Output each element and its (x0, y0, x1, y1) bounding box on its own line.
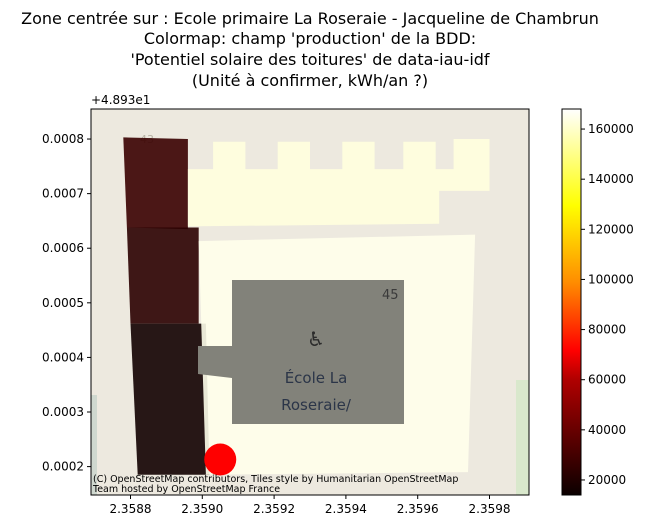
colorbar-tick-label: 60000 (588, 373, 626, 387)
y-offset-label: +4.893e1 (91, 93, 150, 107)
school-icon: ♿ (307, 327, 325, 351)
x-tick-label: 2.3596 (397, 502, 439, 516)
colorbar-tick-label: 140000 (588, 172, 634, 186)
colorbar-tick-label: 20000 (588, 473, 626, 487)
house-number-45: 45 (382, 288, 399, 303)
x-tick-label: 2.3592 (253, 502, 295, 516)
building-mid-left (126, 227, 199, 324)
y-tick-label: 0.0003 (42, 405, 84, 419)
basemap-park (516, 380, 529, 495)
chart-title-line-2: Colormap: champ 'production' de la BDD: (143, 29, 477, 48)
colorbar-tick-label: 80000 (588, 323, 626, 337)
y-axis: 0.0002 0.0003 0.0004 0.0005 0.0006 0.0007 0.00… (42, 132, 91, 474)
y-tick-label: 0.0006 (42, 241, 84, 255)
colorbar-tick-label: 100000 (588, 272, 634, 286)
y-tick-label: 0.0004 (42, 350, 84, 364)
marker-layer (204, 443, 237, 476)
attribution-line-2: Team hosted by OpenStreetMap France (92, 484, 280, 495)
colorbar-tick-label: 160000 (588, 122, 634, 136)
building-top-left (123, 137, 188, 230)
building-school-crenellated (187, 139, 490, 227)
x-tick-label: 2.3590 (181, 502, 223, 516)
attribution-line-1: (C) OpenStreetMap contributors, Tiles st… (93, 474, 458, 485)
building-bottom-left (130, 323, 210, 475)
y-tick-label: 0.0007 (42, 187, 84, 201)
colorbar-tick-label: 40000 (588, 423, 626, 437)
x-tick-label: 2.3598 (469, 502, 511, 516)
basemap-edge (91, 395, 97, 495)
chart-title-line-1: Zone centrée sur : Ecole primaire La Ros… (21, 9, 599, 28)
colorbar-tick-label: 120000 (588, 222, 634, 236)
colorbar-frame (561, 108, 582, 496)
x-axis: 2.3588 2.3590 2.3592 2.3594 2.3596 2.3598 (109, 495, 511, 516)
school-courtyard (198, 280, 404, 424)
colorbar-axis: 20000 40000 60000 80000 100000 120000 140000 16… (581, 122, 634, 487)
chart-title-line-3: 'Potentiel solaire des toitures' de data… (130, 50, 490, 69)
x-tick-label: 2.3594 (325, 502, 367, 516)
y-tick-label: 0.0002 (42, 460, 84, 474)
x-tick-label: 2.3588 (109, 502, 151, 516)
plot-frame (90, 108, 530, 496)
y-tick-label: 0.0008 (42, 132, 84, 146)
school-label-line-1: École La (285, 368, 348, 387)
chart-title-line-4: (Unité à confirmer, kWh/an ?) (191, 71, 429, 90)
y-tick-label: 0.0005 (42, 296, 84, 310)
school-label-line-2: Roseraie/ (281, 396, 352, 414)
location-marker (204, 443, 237, 476)
colorbar (562, 109, 581, 495)
school-label-group: 45 ♿ École La Roseraie/ (198, 280, 404, 424)
attribution: (C) OpenStreetMap contributors, Tiles st… (92, 474, 458, 495)
